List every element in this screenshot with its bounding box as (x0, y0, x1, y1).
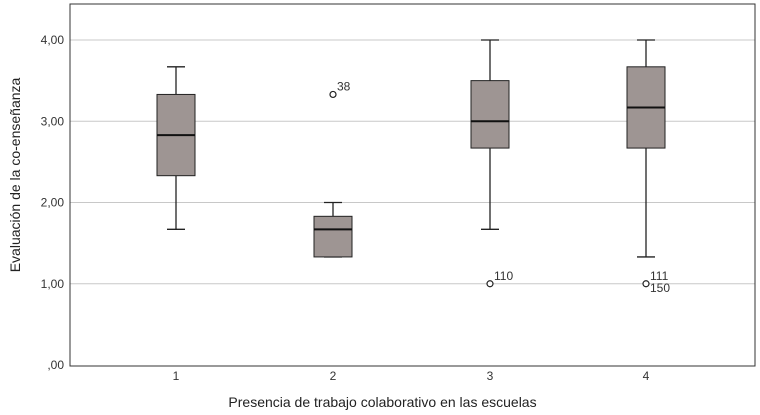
plot-frame (69, 3, 756, 367)
box-2 (313, 201, 353, 258)
y-tick-label: ,00 (47, 358, 64, 372)
y-tick-labels: ,00 1,00 2,00 3,00 4,00 (41, 33, 65, 372)
x-tick-label: 1 (173, 369, 180, 383)
x-axis-title: Presencia de trabajo colaborativo en las… (228, 394, 536, 410)
iqr-box (470, 80, 510, 149)
y-tick-label: 4,00 (41, 33, 65, 47)
box-4 (626, 39, 666, 258)
outlier-point (329, 90, 337, 99)
iqr-box (313, 215, 353, 258)
outlier-label: 111 (650, 269, 669, 283)
y-axis-title: Evaluación de la co-enseñanza (7, 77, 23, 272)
y-tick-label: 2,00 (41, 196, 65, 210)
box-3 (470, 39, 510, 230)
outlier-point (642, 280, 650, 288)
x-tick-label: 4 (643, 369, 650, 383)
box-1 (156, 66, 196, 230)
outlier-point (486, 280, 494, 288)
outlier-label: 110 (494, 269, 513, 283)
x-tick-labels: 1 2 3 4 (173, 369, 650, 383)
x-tick-label: 2 (330, 369, 337, 383)
y-tick-label: 1,00 (41, 277, 65, 291)
x-tick-label: 3 (487, 369, 494, 383)
y-tick-label: 3,00 (41, 114, 65, 128)
boxes (156, 39, 666, 258)
outlier-label: 150 (650, 281, 670, 295)
outlier-label: 38 (337, 79, 351, 93)
